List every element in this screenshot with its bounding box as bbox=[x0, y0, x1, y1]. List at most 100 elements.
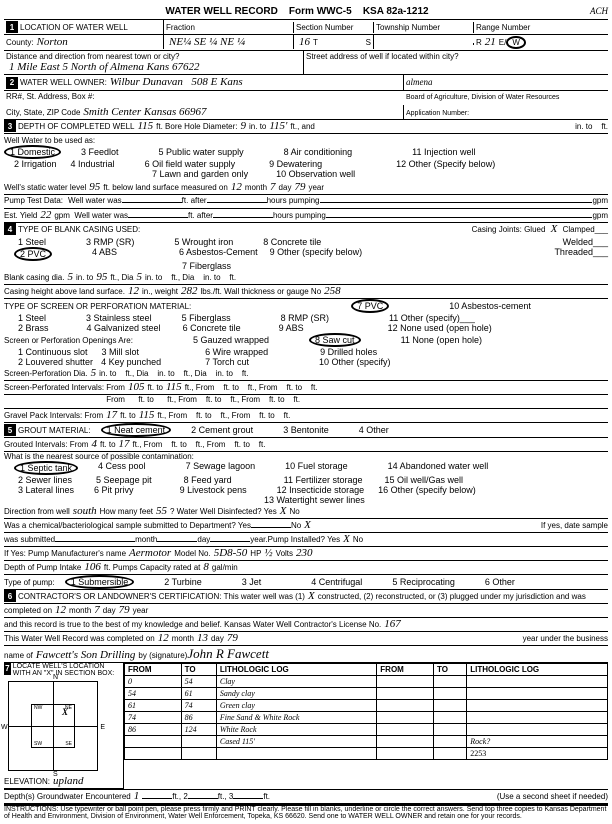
int-to: 115 bbox=[163, 381, 185, 393]
to-depth: 115' bbox=[266, 120, 290, 132]
hp-value: ½ bbox=[261, 547, 275, 559]
meas-year: 79 bbox=[291, 181, 308, 193]
range-value: 21 bbox=[482, 36, 499, 48]
sec3-num: 3 bbox=[4, 120, 16, 132]
sec4-perf-dia: Screen-Perforation Dia. 5 in. to ft., Di… bbox=[4, 367, 608, 381]
sec2-num: 2 bbox=[6, 77, 18, 89]
rec-day: 13 bbox=[194, 632, 211, 644]
fraction-value: NE¼ SE ¼ NE ¼ bbox=[166, 36, 248, 48]
sec3-uses: Well Water to be used as: 1 Domestic 3 F… bbox=[4, 134, 608, 181]
blank-to: 95 bbox=[93, 271, 110, 283]
lithologic-log: FROMTOLITHOLOGIC LOG FROMTOLITHOLOGIC LO… bbox=[124, 663, 608, 760]
int-from: 105 bbox=[125, 381, 148, 393]
blank-dia: 5 bbox=[64, 271, 76, 283]
sec5-pumptype: Type of pump: 1 Submersible 2 Turbine 3 … bbox=[4, 575, 608, 590]
sec2-row3: City, State, ZIP Code Smith Center Kansa… bbox=[4, 105, 608, 120]
sec3-pump: Pump Test Data: Well water was ft. after… bbox=[4, 195, 608, 209]
sec4-open-hdr: Screen or Perforation Openings Are: 5 Ga… bbox=[4, 333, 608, 347]
grout-to: 17 bbox=[116, 438, 133, 450]
sec3-static: Well's static water level 95 ft. below l… bbox=[4, 181, 608, 195]
sec4-blank: Blank casing dia. 5 in. to 95 ft., Dia 5… bbox=[4, 271, 608, 285]
sec1-row1: 1LOCATION OF WATER WELL Fraction Section… bbox=[4, 20, 608, 35]
sec2-row1: 2WATER WELL OWNER: Wilbur Dunavan 508 E … bbox=[4, 75, 608, 91]
rec-month: 12 bbox=[155, 632, 172, 644]
sec6-rec: This Water Well Record was completed on … bbox=[4, 632, 608, 646]
volts-value: 230 bbox=[293, 547, 316, 559]
comp-day: 7 bbox=[91, 604, 103, 616]
instructions: INSTRUCTIONS: Use typewriter or ball poi… bbox=[4, 804, 608, 820]
sec6-hdr: 6 CONTRACTOR'S OR LANDOWNER'S CERTIFICAT… bbox=[4, 590, 608, 604]
feet-value: 55 bbox=[153, 505, 170, 517]
section-diagram: N S W E NW NE SW SE X bbox=[8, 681, 98, 771]
sec3-row1: 3 DEPTH OF COMPLETED WELL 115 ft. Bore H… bbox=[4, 120, 608, 134]
owner-value: Wilbur Dunavan bbox=[107, 76, 186, 88]
sec4-hdr: 4 TYPE OF BLANK CASING USED: Casing Join… bbox=[4, 223, 608, 237]
dir-value: south bbox=[70, 505, 100, 517]
header-row: WATER WELL RECORD Form WWC-5 KSA 82a-121… bbox=[4, 4, 608, 20]
sec6-comp: completed on 12month 7day 79year bbox=[4, 604, 608, 618]
wall: 258 bbox=[321, 285, 344, 297]
g-to: 115 bbox=[136, 409, 158, 421]
sec5-sub: was submitted month day year. Pump Insta… bbox=[4, 533, 608, 547]
casing-ht: 12 bbox=[125, 285, 142, 297]
header-corner: ACH bbox=[590, 6, 608, 16]
sec4-perf-int: Screen-Perforated Intervals: From105 ft.… bbox=[4, 381, 608, 395]
sec6-num: 6 bbox=[4, 590, 16, 602]
sec1-row2: County:Norton NE¼ SE ¼ NE ¼ 16 TS R 21 E… bbox=[4, 35, 608, 51]
sec5-contam: What is the nearest source of possible c… bbox=[4, 452, 608, 505]
county-value: Norton bbox=[34, 36, 71, 48]
opt-neat: 1 Neat cement bbox=[101, 423, 172, 437]
form-title: WATER WELL RECORD Form WWC-5 KSA 82a-121… bbox=[4, 4, 590, 19]
sec4-open-opts: 1 Continuous slot 3 Mill slot 6 Wire wra… bbox=[4, 347, 608, 367]
sec5-dir: Direction from well south How many feet … bbox=[4, 505, 608, 519]
intake-value: 106 bbox=[81, 561, 104, 573]
opt-domestic: 1 Domestic bbox=[4, 145, 61, 159]
dis-x: X bbox=[277, 505, 290, 517]
business-name: Fawcett's Son Drilling bbox=[33, 649, 139, 661]
sec7: 7 LOCATE WELL'S LOCATION WITH AN "X" IN … bbox=[4, 663, 608, 790]
sec4-gravel: Gravel Pack Intervals: From17 ft. to115 … bbox=[4, 409, 608, 423]
big-number: 2253 bbox=[467, 747, 608, 759]
sec1-num: 1 bbox=[6, 21, 18, 33]
weight: 282 bbox=[178, 285, 201, 297]
signature: John R Fawcett bbox=[187, 646, 269, 662]
sec3-yield: Est. Yield 22 gpm Well water was ft. aft… bbox=[4, 209, 608, 223]
sec4-screen-opts: 1 Steel 3 Stainless steel 5 Fiberglass 8… bbox=[4, 313, 608, 333]
bore-value: 9 bbox=[238, 120, 250, 132]
sec6-true: and this record is true to the best of m… bbox=[4, 618, 608, 632]
sec7-num: 7 bbox=[4, 663, 11, 675]
sec5-grout-int: Grouted Intervals: From 4 ft. to17 ft., … bbox=[4, 438, 608, 452]
sec7-depth: Depth(s) Groundwater Encountered 1ft., 2… bbox=[4, 790, 608, 804]
grout-from: 4 bbox=[88, 438, 100, 450]
model-value: 5D8-50 bbox=[211, 547, 251, 559]
cap-value: 8 bbox=[200, 561, 212, 573]
opt-pvc2: 7 PVC bbox=[351, 299, 389, 313]
meas-day: 7 bbox=[267, 181, 279, 193]
water-well-form: WATER WELL RECORD Form WWC-5 KSA 82a-121… bbox=[0, 0, 612, 824]
sec5-intake: Depth of Pump Intake 106 ft. Pumps Capac… bbox=[4, 561, 608, 575]
g-from: 17 bbox=[103, 409, 120, 421]
owner-addr: 508 E Kans bbox=[188, 76, 245, 88]
opt-submersible: 1 Submersible bbox=[65, 575, 135, 589]
city-value: Smith Center Kansas 66967 bbox=[80, 106, 209, 118]
depth-value: 115 bbox=[134, 120, 156, 132]
cert-x: X bbox=[305, 590, 318, 602]
comp-month: 12 bbox=[52, 604, 69, 616]
sec1-row3: Distance and direction from nearest town… bbox=[4, 51, 608, 75]
distance-value: 1 Mile East 5 North of Almena Kans 67622 bbox=[6, 61, 202, 73]
opt-septic: 1 Septic tank bbox=[14, 461, 78, 475]
blank-dia2: 5 bbox=[133, 271, 145, 283]
sec2-row2: RR#, St. Address, Box #: Board of Agricu… bbox=[4, 91, 608, 105]
sec5-chem: Was a chemical/bacteriological sample su… bbox=[4, 519, 608, 533]
opt-pvc: 2 PVC bbox=[14, 247, 52, 261]
comp-year: 79 bbox=[116, 604, 133, 616]
perf-dia: 5 bbox=[88, 367, 100, 379]
section-value: 16 bbox=[296, 36, 313, 48]
sec5-hdr: 5 GROUT MATERIAL: 1 Neat cement 2 Cement… bbox=[4, 423, 608, 438]
license: 167 bbox=[381, 618, 404, 630]
sec4-num: 4 bbox=[4, 223, 16, 235]
sec4-perf-int2: Screen-Perforated Intervals: From ft. to… bbox=[4, 395, 608, 409]
corner-note: almena bbox=[406, 77, 433, 87]
opt-sawcut: 8 Saw cut bbox=[309, 333, 361, 347]
meas-month: 12 bbox=[228, 181, 245, 193]
